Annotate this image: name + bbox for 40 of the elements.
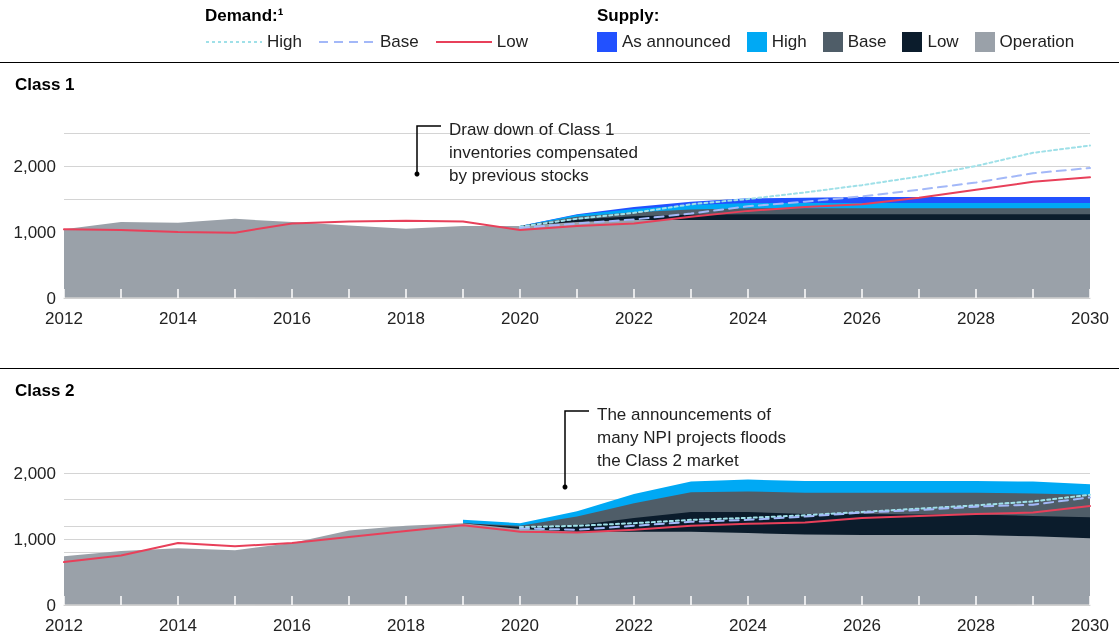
y-tick-label: 2,000: [13, 156, 56, 176]
x-tick-label: 2024: [729, 616, 767, 635]
x-tick-label: 2024: [729, 309, 767, 328]
text: Demand:¹: [205, 6, 285, 26]
x-tick-label: 2016: [273, 616, 311, 635]
x-tick-label: 2026: [843, 616, 881, 635]
legend-label: Base: [379, 32, 419, 52]
x-tick-label: 2030: [1071, 309, 1109, 328]
x-tick-label: 2012: [45, 616, 83, 635]
legend-label: Low: [496, 32, 528, 52]
legend-label: As announced: [622, 32, 731, 52]
x-tick-label: 2026: [843, 309, 881, 328]
x-tick-label: 2016: [273, 309, 311, 328]
x-tick-label: 2028: [957, 616, 995, 635]
y-tick-label: 0: [46, 288, 56, 308]
chart-title: Class 1: [15, 75, 75, 94]
x-tick-label: 2020: [501, 616, 539, 635]
text: Supply:: [597, 6, 661, 26]
legend-label: Low: [927, 32, 959, 52]
x-tick-label: 2018: [387, 309, 425, 328]
text: The announcements of many NPI projects floods the Class 2 market: [597, 405, 786, 470]
legend-label: Operation: [999, 32, 1075, 52]
y-tick-label: 1,000: [13, 529, 56, 549]
legend-label: Base: [847, 32, 887, 52]
legend-label: High: [267, 32, 302, 52]
x-tick-label: 2030: [1071, 616, 1109, 635]
x-tick-label: 2022: [615, 309, 653, 328]
legend-label: High: [771, 32, 807, 52]
x-tick-label: 2014: [159, 309, 197, 328]
x-tick-label: 2022: [615, 616, 653, 635]
x-tick-label: 2018: [387, 616, 425, 635]
y-tick-label: 0: [46, 595, 56, 615]
x-tick-label: 2028: [957, 309, 995, 328]
chart-title: Class 2: [15, 381, 75, 400]
annotation: Draw down of Class 1 inventories compensated by previous stocks: [449, 120, 639, 185]
x-tick-label: 2020: [501, 309, 539, 328]
y-tick-label: 2,000: [13, 463, 56, 483]
x-tick-label: 2014: [159, 616, 197, 635]
y-tick-label: 1,000: [13, 222, 56, 242]
x-tick-label: 2012: [45, 309, 83, 328]
